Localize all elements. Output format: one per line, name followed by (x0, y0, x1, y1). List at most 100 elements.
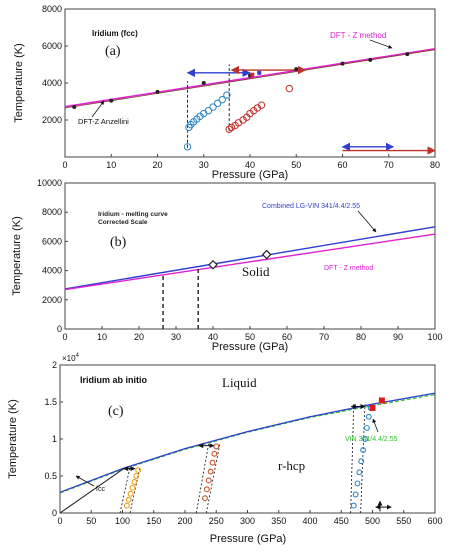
x-tick-label: 600 (427, 516, 442, 526)
ab-initio-point (211, 450, 218, 457)
panel-a-anzellini-label: DFT-Z Anzellini (78, 117, 129, 126)
x-tick-label: 0 (62, 332, 67, 342)
panel-b-solid-label: Solid (242, 264, 270, 279)
panel-b-yticks: 0 2000 4000 6000 8000 10000 (37, 178, 68, 334)
red-sim-point (285, 84, 294, 93)
panel-c-points (123, 397, 392, 512)
panel-c-fcc-pointer (75, 475, 95, 487)
red-marker (250, 72, 255, 77)
x-tick-label: 80 (356, 332, 366, 342)
panel-c-rhcp-label: r-hcp (278, 458, 305, 473)
panel-c-yticks: 0 0.5 1 1.5 2 (44, 360, 63, 518)
y-tick-label: 6000 (42, 41, 62, 51)
x-tick-label: 60 (282, 332, 292, 342)
x-tick-label: 30 (171, 332, 181, 342)
y-tick-label: 1 (52, 434, 57, 444)
panel-c-multiplier: ×104 (62, 353, 80, 363)
ab-initio-melting-line (59, 392, 436, 493)
panel-a-ylabel: Temperature (K) (13, 43, 25, 122)
panel-c-fcc-label: fcc (96, 486, 105, 493)
ab-initio-point (135, 467, 142, 474)
panel-c-multiplier-base: ×10 (62, 354, 76, 363)
panel-c-xlabel: Pressure (GPa) (210, 533, 286, 545)
y-tick-label: 8000 (42, 4, 62, 14)
y-tick-label: 6000 (42, 236, 62, 246)
anzellini-point (72, 105, 77, 110)
red-square-marker (369, 404, 376, 411)
y-tick-label: 0 (52, 508, 57, 518)
x-tick-label: 50 (291, 160, 301, 170)
panel-c-label: (c) (108, 404, 124, 419)
red-sim-point (225, 125, 233, 133)
y-tick-label: 8000 (42, 207, 62, 217)
anzellini-point (201, 81, 206, 85)
x-tick-label: 70 (319, 332, 329, 342)
panel-c-xticks: 0 50 100 150 200 250 300 350 400 450 500 550 600 (57, 510, 443, 526)
ab-initio-point (127, 490, 134, 497)
panel-c: 0 50 100 150 200 250 300 350 400 450 500 550 600 0 0.… (7, 353, 443, 545)
y-tick-label: 4000 (42, 78, 62, 88)
x-tick-label: 400 (302, 516, 317, 526)
x-tick-label: 80 (430, 160, 440, 170)
panel-c-vin-label: VIN 341/4.4/2.55 (345, 436, 398, 443)
anzellini-point (155, 89, 160, 94)
panel-b: 0 10 20 30 40 50 60 70 80 90 100 0 2000 4000 6000 8000… (11, 178, 443, 353)
panel-b-points (208, 249, 272, 270)
ab-initio-point (363, 424, 370, 431)
blue-sim-point (204, 107, 213, 115)
panel-c-vin-pointer (372, 418, 379, 433)
panel-b-ylabel: Temperature (K) (11, 216, 23, 295)
ab-initio-point (365, 413, 372, 420)
x-tick-label: 350 (271, 516, 286, 526)
panel-a-arrows (186, 65, 436, 155)
panel-a-xlabel: Pressure (GPa) (212, 169, 288, 181)
y-tick-label: 4000 (42, 266, 62, 276)
anzellini-point (340, 61, 345, 66)
panel-a-lines (64, 48, 436, 109)
y-tick-label: 0.5 (44, 471, 57, 481)
x-tick-label: 100 (427, 332, 442, 342)
panel-c-guides (59, 404, 366, 514)
x-tick-label: 40 (245, 160, 255, 170)
x-tick-label: 10 (97, 332, 107, 342)
x-tick-label: 550 (396, 516, 411, 526)
blue-sim-point (213, 99, 222, 108)
panel-b-xlabel: Pressure (GPa) (212, 341, 288, 353)
dft-z-line (64, 233, 436, 291)
panel-c-multiplier-exp: 4 (76, 353, 80, 359)
x-tick-label: 0 (57, 516, 62, 526)
x-tick-label: 100 (115, 516, 130, 526)
panel-b-blue-pointer (357, 210, 377, 233)
anzellini-point (405, 52, 410, 57)
ab-initio-point (125, 496, 132, 503)
panel-b-blue-label: Combined LG-VIN 341/4.4/2.55 (262, 203, 360, 210)
anzellini-line (64, 49, 436, 109)
x-tick-label: 250 (209, 516, 224, 526)
panel-b-frame (64, 182, 436, 330)
ab-initio-point (133, 473, 140, 479)
panel-a-guides (187, 64, 230, 148)
ab-initio-point (354, 480, 361, 487)
panel-a: 0 10 20 30 40 50 60 70 80 2000 4000 6000 8000 Iridi… (13, 4, 440, 181)
blue-sim-point (209, 103, 217, 111)
ab-initio-point (202, 495, 208, 502)
ab-initio-point (356, 469, 363, 476)
panel-b-xticks: 0 10 20 30 40 50 60 70 80 90 100 (62, 326, 443, 342)
ab-initio-point (129, 484, 136, 491)
x-tick-label: 50 (245, 332, 255, 342)
panel-a-yticks: 2000 4000 6000 8000 (42, 4, 68, 125)
blue-marker (257, 70, 262, 75)
panel-c-ylabel: Temperature (K) (7, 399, 19, 478)
ab-initio-point (362, 436, 368, 442)
red-sim-point (227, 123, 236, 132)
dft-z-line (64, 48, 436, 108)
y-tick-label: 2 (52, 360, 57, 370)
anzellini-point (294, 67, 299, 72)
panel-a-anzellini-pointer (91, 100, 105, 118)
ab-initio-point (358, 458, 365, 465)
anzellini-point (368, 57, 373, 62)
panel-a-points (72, 52, 410, 151)
x-tick-label: 200 (177, 516, 192, 526)
panel-a-title: Iridium (fcc) (92, 29, 138, 38)
